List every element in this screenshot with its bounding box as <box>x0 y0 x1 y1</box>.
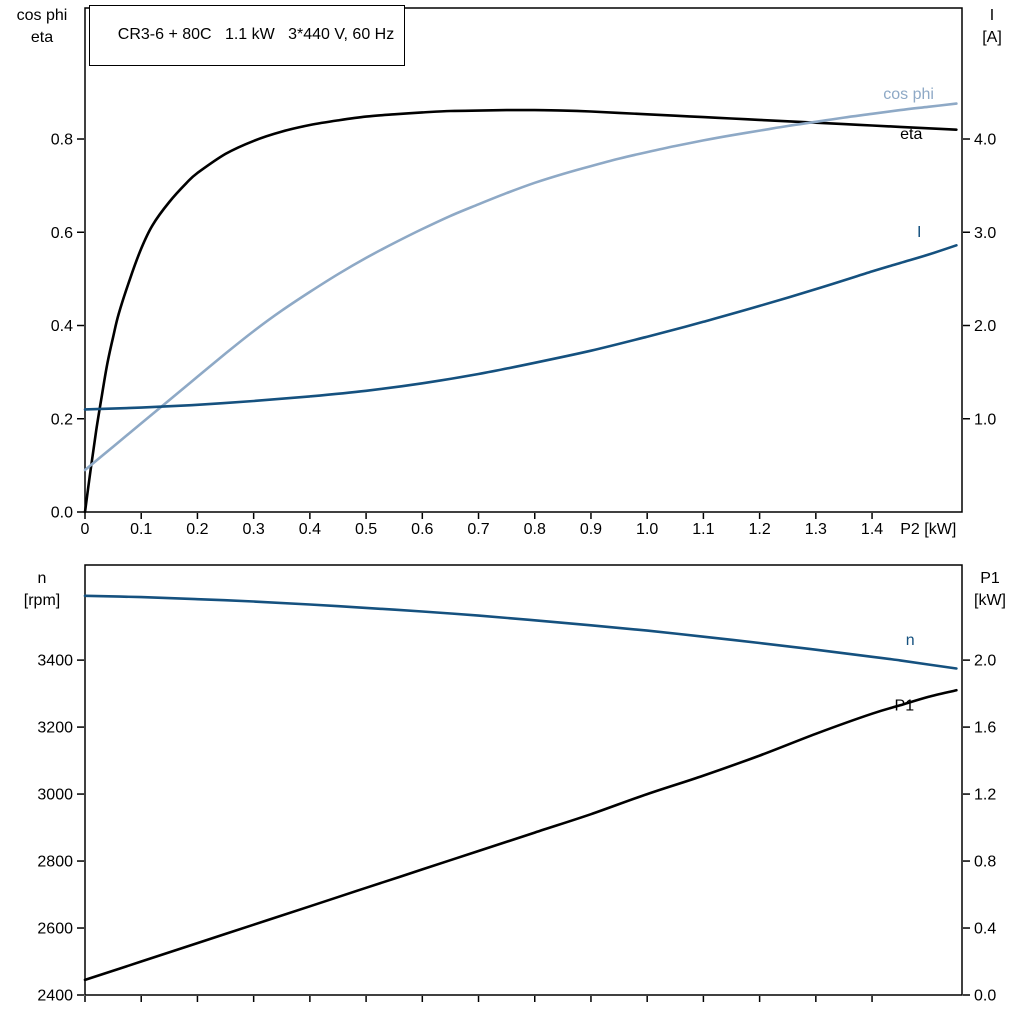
top-x-axis-label: P2 [kW] <box>900 521 956 538</box>
top-x-tick-label: 1.4 <box>861 521 883 538</box>
curve-cos-phi <box>83 102 958 472</box>
bottom-left-tick-label: 3000 <box>37 787 73 804</box>
top-x-tick-label: 1.0 <box>636 521 658 538</box>
top-left-axis-label-line1: cos phi <box>16 7 68 24</box>
bottom-left-tick-label: 2800 <box>37 854 73 871</box>
top-x-tick-label: 0 <box>81 521 90 538</box>
top-plot-frame <box>84 7 963 513</box>
bottom-left-tick-label: 3200 <box>37 720 73 737</box>
top-right-tick-label: 1.0 <box>974 411 996 428</box>
curve-label-n: n <box>906 632 915 649</box>
curve-label-p1: P1 <box>895 697 915 714</box>
top-x-tick-label: 0.6 <box>411 521 433 538</box>
bottom-left-axis-label-line2: [rpm] <box>23 592 61 609</box>
top-x-tick-label: 0.3 <box>243 521 265 538</box>
bottom-right-axis-label: P1 [kW] <box>960 568 1020 612</box>
bottom-right-axis-label-line1: P1 <box>980 570 1000 587</box>
top-right-tick-label: 2.0 <box>974 318 996 335</box>
bottom-right-tick-label: 0.4 <box>974 921 996 938</box>
curve-n <box>83 594 958 670</box>
bottom-left-tick-label: 2400 <box>37 988 73 1005</box>
top-left-axis-label-line2: eta <box>30 29 54 46</box>
curve-i <box>83 244 958 411</box>
bottom-right-tick-label: 0.8 <box>974 854 996 871</box>
bottom-left-axis-label-line1: n <box>37 570 47 587</box>
top-x-tick-label: 0.4 <box>299 521 321 538</box>
top-right-tick-label: 4.0 <box>974 132 996 149</box>
top-x-tick-label: 0.9 <box>580 521 602 538</box>
curve-label-eta: eta <box>900 126 922 143</box>
top-x-tick-label: 0.8 <box>524 521 546 538</box>
top-x-tick-label: 0.1 <box>130 521 152 538</box>
top-left-axis-label: cos phi eta <box>4 5 80 49</box>
curve-eta <box>83 108 958 514</box>
top-x-tick-label: 0.2 <box>186 521 208 538</box>
top-right-axis-label-line2: [A] <box>982 29 1002 46</box>
top-left-tick-label: 0.2 <box>51 411 73 428</box>
bottom-right-tick-label: 1.6 <box>974 720 996 737</box>
bottom-left-tick-label: 3400 <box>37 653 73 670</box>
chart-title: CR3-6 + 80C 1.1 kW 3*440 V, 60 Hz <box>117 26 395 43</box>
top-x-tick-label: 1.2 <box>748 521 770 538</box>
top-x-tick-label: 1.3 <box>805 521 827 538</box>
top-left-tick-label: 0.6 <box>51 225 73 242</box>
bottom-right-tick-label: 1.2 <box>974 787 996 804</box>
bottom-right-axis-label-line2: [kW] <box>974 592 1006 609</box>
bottom-left-axis-label: n [rpm] <box>4 568 80 612</box>
top-x-tick-label: 0.5 <box>355 521 377 538</box>
top-right-axis-label: I [A] <box>964 5 1020 49</box>
bottom-left-tick-label: 2600 <box>37 921 73 938</box>
top-left-tick-label: 0.0 <box>51 505 73 522</box>
bottom-right-tick-label: 2.0 <box>974 653 996 670</box>
top-x-tick-label: 0.7 <box>467 521 489 538</box>
top-right-tick-label: 3.0 <box>974 225 996 242</box>
curve-label-cos-phi: cos phi <box>883 86 934 103</box>
top-left-tick-label: 0.4 <box>51 318 73 335</box>
bottom-plot-frame <box>84 564 963 996</box>
bottom-right-tick-label: 0.0 <box>974 988 996 1005</box>
curve-label-i: I <box>917 224 921 241</box>
chart-title-box: CR3-6 + 80C 1.1 kW 3*440 V, 60 Hz <box>89 5 406 66</box>
top-right-axis-label-line1: I <box>989 7 995 24</box>
top-x-tick-label: 1.1 <box>692 521 714 538</box>
curve-p1 <box>83 688 958 982</box>
top-left-tick-label: 0.8 <box>51 132 73 149</box>
